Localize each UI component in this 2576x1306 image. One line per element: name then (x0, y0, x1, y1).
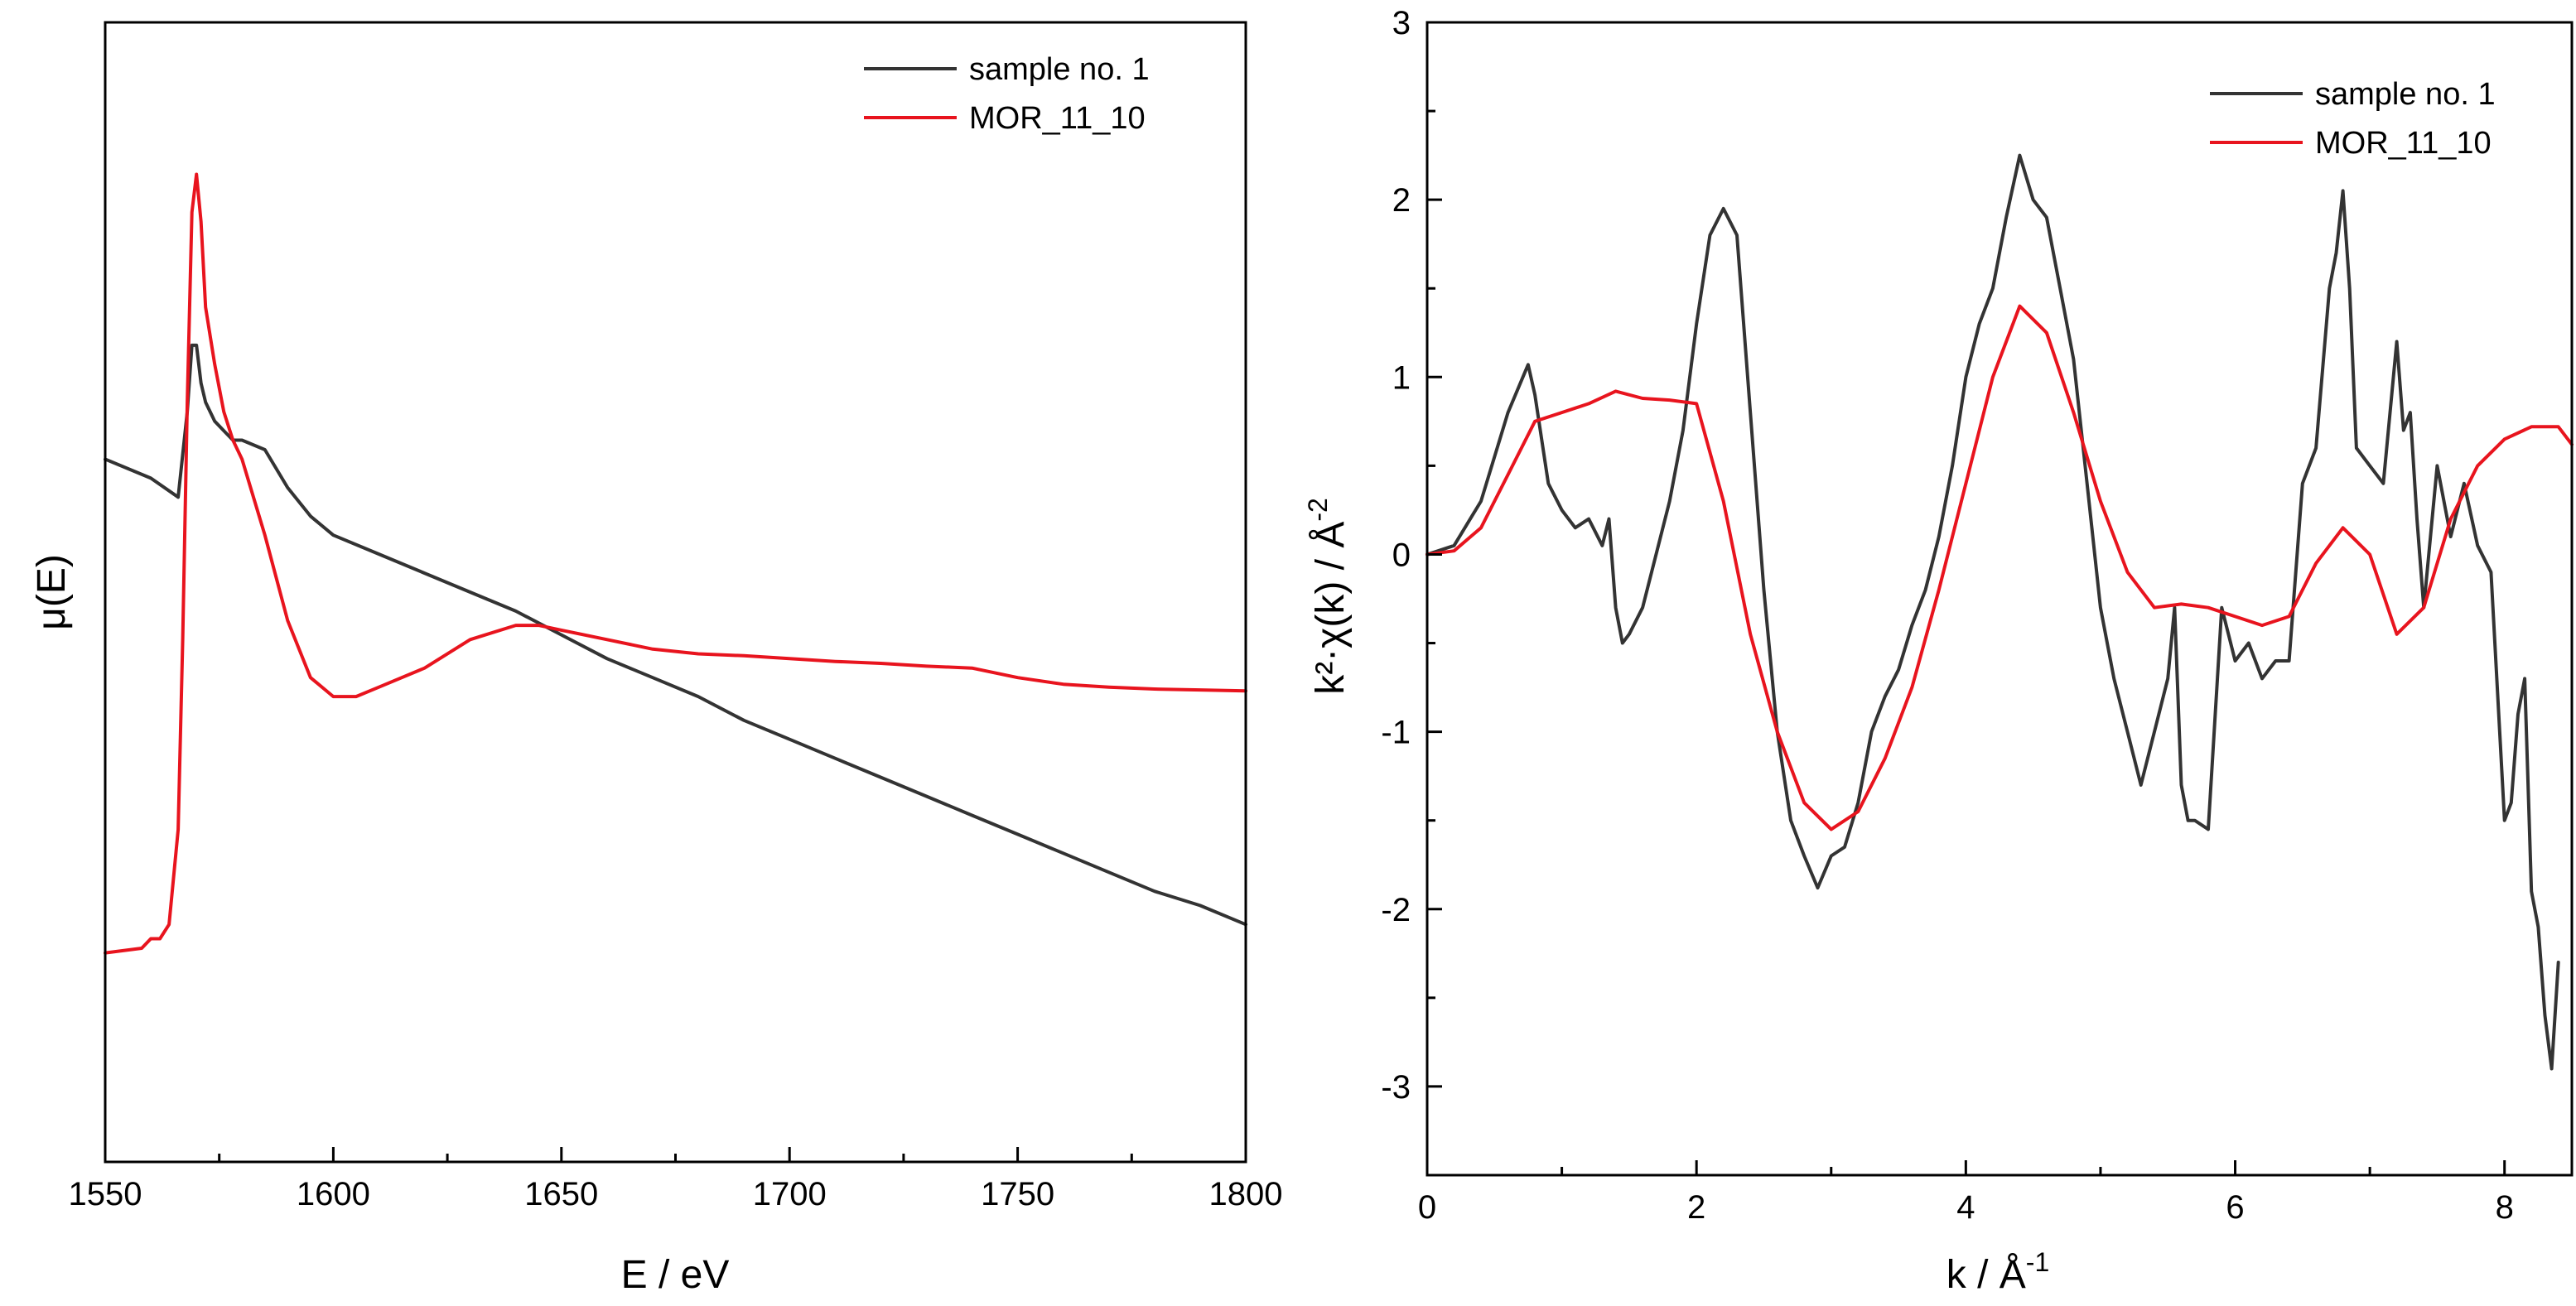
exafs-y-tick-label: 1 (1392, 359, 1411, 396)
exafs-plot-frame (1425, 21, 2574, 1177)
exafs-y-tick-label: 0 (1392, 537, 1411, 573)
exafs-x-tick-label: 4 (1956, 1189, 1975, 1226)
xanes-plot-frame (104, 21, 1247, 1164)
exafs-x-tick-label: 8 (2496, 1189, 2514, 1226)
exafs-x-tick-label: 0 (1418, 1189, 1436, 1226)
xanes-x-tick-label: 1700 (753, 1176, 827, 1212)
exafs-x-tick-label: 6 (2226, 1189, 2244, 1226)
xanes-x-tick-label: 1650 (524, 1176, 598, 1212)
exafs-legend-label-mor: MOR_11_10 (2315, 126, 2492, 161)
exafs-x-axis-label-main: k / Å (1946, 1253, 2026, 1297)
exafs-y-tick-label: -1 (1381, 715, 1411, 751)
exafs-x-axis-label: k / Å-1 (1946, 1247, 2049, 1297)
xanes-legend: sample no. 1 MOR_11_10 (864, 52, 1150, 136)
xanes-x-tick-label: 1550 (69, 1176, 142, 1212)
xanes-legend-label-sample: sample no. 1 (969, 52, 1150, 87)
exafs-y-axis-label-main: k²·χ(k) / Å (1309, 522, 1353, 695)
xanes-series-line-sample (104, 343, 1247, 927)
xanes-x-tick-label: 1600 (297, 1176, 370, 1212)
exafs-y-tick-label: 3 (1392, 5, 1411, 41)
exafs-x-tick-label: 2 (1687, 1189, 1705, 1226)
xanes-x-tick-label: 1800 (1209, 1176, 1283, 1212)
exafs-legend: sample no. 1 MOR_11_10 (2210, 77, 2496, 161)
xanes-legend-label-mor: MOR_11_10 (969, 101, 1146, 136)
exafs-y-axis-label: k²·χ(k) / Å-2 (1303, 498, 1353, 695)
xanes-x-tick-label: 1750 (981, 1176, 1054, 1212)
exafs-series-line-sample (1425, 153, 2560, 1071)
exafs-series-line-mor (1425, 304, 2574, 831)
xanes-series-group (104, 172, 1247, 955)
xanes-x-axis-label: E / eV (621, 1253, 730, 1297)
exafs-y-tick-label: -2 (1381, 892, 1411, 928)
exafs-y-axis-label-sup: -2 (1303, 498, 1333, 521)
exafs-series-group (1425, 153, 2574, 1071)
xanes-panel: 1550 1600 1650 1700 1750 1800 sample no. 1 MO… (30, 21, 1283, 1297)
xanes-series-line-mor (104, 172, 1247, 955)
exafs-x-axis-label-sup: -1 (2026, 1247, 2049, 1277)
exafs-y-tick-label: 2 (1392, 182, 1411, 219)
exafs-legend-label-sample: sample no. 1 (2315, 77, 2496, 112)
exafs-y-tick-label: -3 (1381, 1069, 1411, 1106)
exafs-x-ticks: 0 2 4 6 8 (1418, 1160, 2514, 1226)
xanes-x-ticks: 1550 1600 1650 1700 1750 1800 (69, 1147, 1283, 1212)
xanes-y-axis-label: μ(E) (30, 554, 74, 630)
exafs-y-ticks: -3 -2 -1 0 1 2 3 (1381, 5, 1442, 1177)
